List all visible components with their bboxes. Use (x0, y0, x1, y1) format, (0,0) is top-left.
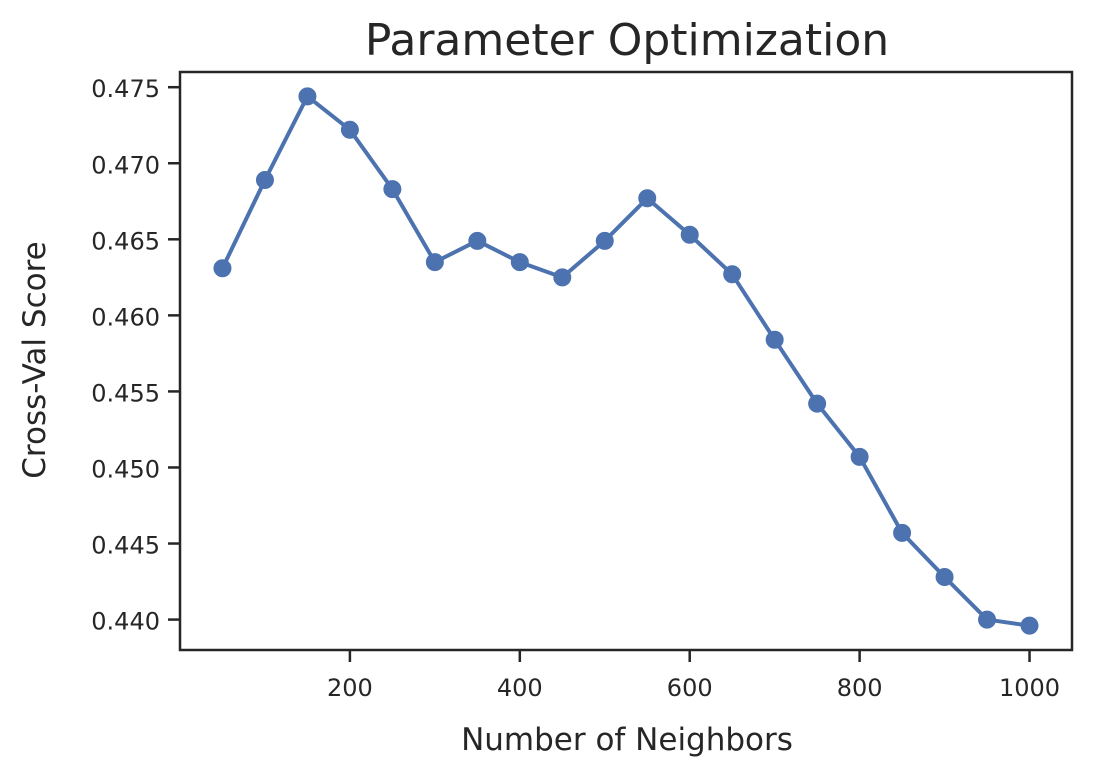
data-point (680, 225, 699, 244)
data-point (213, 259, 232, 278)
x-tick-label: 800 (837, 674, 883, 702)
y-tick-label: 0.460 (91, 303, 160, 331)
data-point (255, 170, 274, 189)
data-point (510, 253, 529, 272)
chart-title: Parameter Optimization (365, 15, 889, 66)
y-tick-label: 0.440 (91, 608, 160, 636)
y-tick-label: 0.455 (91, 379, 160, 407)
y-tick-label: 0.445 (91, 532, 160, 560)
data-point (935, 567, 954, 586)
x-tick-label: 1000 (999, 674, 1060, 702)
data-point (978, 610, 997, 629)
data-point (383, 180, 402, 199)
series-layer (213, 87, 1039, 635)
data-point (893, 523, 912, 542)
x-tick-label: 200 (327, 674, 373, 702)
data-point (340, 120, 359, 139)
data-point (595, 231, 614, 250)
data-point (723, 265, 742, 284)
y-axis-label: Cross-Val Score (17, 241, 53, 478)
data-point (553, 268, 572, 287)
data-point (425, 253, 444, 272)
plot-frame (178, 70, 1074, 652)
data-point (1020, 616, 1039, 635)
data-point (298, 87, 317, 106)
x-axis-ticks: 200 400 600 800 1000 (327, 650, 1060, 702)
y-tick-label: 0.470 (91, 151, 160, 179)
x-tick-label: 600 (667, 674, 713, 702)
y-tick-label: 0.450 (91, 455, 160, 483)
data-point (850, 447, 869, 466)
data-point (808, 394, 827, 413)
data-point (765, 330, 784, 349)
series-line (220, 94, 1032, 628)
x-tick-label: 400 (497, 674, 543, 702)
y-tick-label: 0.475 (91, 75, 160, 103)
y-axis-ticks: 0.440 0.445 0.450 0.455 0.460 0.465 0.470 0.475 (91, 75, 180, 636)
data-point (638, 189, 657, 208)
data-point (468, 231, 487, 250)
y-tick-label: 0.465 (91, 227, 160, 255)
x-axis-label: Number of Neighbors (461, 722, 793, 758)
